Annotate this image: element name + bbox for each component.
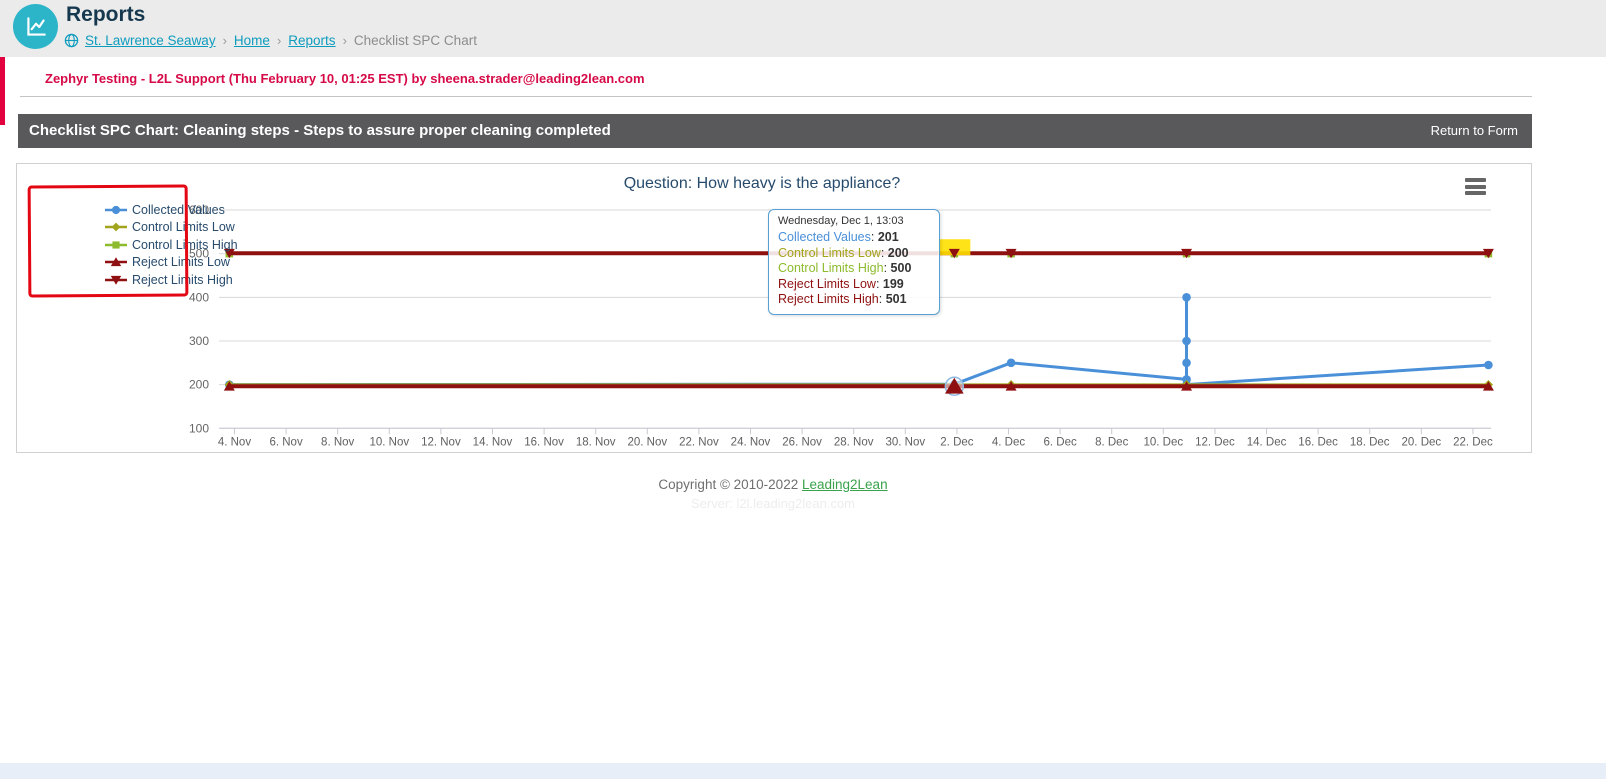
svg-text:22. Dec: 22. Dec — [1453, 436, 1493, 448]
tooltip-series-label: Control Limits High — [778, 261, 884, 275]
tooltip-series-value: 200 — [887, 245, 909, 260]
legend-item-reject-limits-high[interactable]: Reject Limits High — [105, 271, 238, 289]
legend-item-control-limits-high[interactable]: Control Limits High — [105, 236, 238, 254]
svg-text:16. Dec: 16. Dec — [1298, 436, 1338, 448]
chart-title: Question: How heavy is the appliance? — [623, 175, 901, 192]
hamburger-icon — [1465, 191, 1486, 195]
breadcrumb-separator: › — [222, 33, 227, 48]
breadcrumb-separator: › — [342, 33, 347, 48]
svg-text:100: 100 — [189, 421, 209, 435]
tooltip-series-label: Reject Limits Low — [778, 276, 876, 291]
svg-text:22. Nov: 22. Nov — [679, 436, 719, 448]
bottom-edge-strip — [0, 763, 1606, 779]
globe-icon — [64, 33, 79, 48]
svg-text:200: 200 — [189, 378, 209, 392]
breadcrumb-current: Checklist SPC Chart — [353, 33, 477, 48]
spc-chart-panel: 100 200 300 400 500 600 4. Nov 6. Nov 8. Nov 10. … — [16, 163, 1532, 453]
report-title-bar: Checklist SPC Chart: Cleaning steps - St… — [18, 114, 1532, 148]
hamburger-icon — [1465, 178, 1486, 182]
tooltip-series-label: Control Limits Low — [778, 245, 881, 260]
tooltip-series-value: 201 — [877, 230, 899, 244]
svg-text:12. Nov: 12. Nov — [421, 436, 461, 448]
return-to-form-button[interactable]: Return to Form — [1430, 123, 1518, 138]
tooltip-date: Wednesday, Dec 1, 13:03 — [778, 215, 904, 227]
tooltip-row: Collected Values: 201 — [778, 230, 899, 244]
svg-text:14. Nov: 14. Nov — [473, 436, 513, 448]
breadcrumb: St. Lawrence Seaway › Home › Reports › C… — [64, 33, 477, 48]
svg-text:20. Dec: 20. Dec — [1402, 436, 1442, 448]
control-limits-high-marker-icon — [105, 241, 127, 249]
copyright-text: Copyright © 2010-2022 — [658, 477, 799, 492]
series-reject-limits-low — [223, 376, 1494, 397]
footer: Copyright © 2010-2022 Leading2Lean Serve… — [16, 477, 1530, 511]
legend-item-control-limits-low[interactable]: Control Limits Low — [105, 219, 238, 237]
server-info: Server: l2l.leading2lean.com — [690, 496, 856, 511]
chart-export-menu-button[interactable] — [1465, 178, 1486, 198]
chart-legend: Collected Values Control Limits Low Contro… — [105, 201, 238, 289]
svg-text:6. Nov: 6. Nov — [269, 436, 302, 448]
divider — [20, 96, 1532, 97]
reports-chart-icon — [13, 4, 58, 49]
tooltip-row: Reject Limits Low: 199 — [778, 276, 904, 291]
svg-text:500: 500 — [189, 247, 209, 261]
svg-text:8. Dec: 8. Dec — [1095, 436, 1128, 448]
chart-tooltip: Wednesday, Dec 1, 13:03 Collected Values… — [768, 209, 940, 315]
series-reject-limits-high — [223, 239, 1494, 259]
svg-text:300: 300 — [189, 334, 209, 348]
legend-label: Reject Limits High — [132, 272, 233, 287]
tooltip-series-label: Reject Limits High — [778, 292, 879, 306]
svg-text:26. Nov: 26. Nov — [782, 436, 822, 448]
svg-text:16. Nov: 16. Nov — [524, 436, 564, 448]
tooltip-row: Reject Limits High: 501 — [778, 292, 907, 306]
svg-text:10. Dec: 10. Dec — [1144, 436, 1184, 448]
svg-text:2. Dec: 2. Dec — [940, 436, 973, 448]
svg-text:30. Nov: 30. Nov — [885, 436, 925, 448]
reject-limits-low-marker-icon — [105, 257, 127, 267]
report-title: Checklist SPC Chart: Cleaning steps - St… — [29, 122, 611, 139]
svg-text:24. Nov: 24. Nov — [731, 436, 771, 448]
legend-label: Collected Values — [132, 202, 225, 217]
svg-text:12. Dec: 12. Dec — [1195, 436, 1235, 448]
svg-text:4. Dec: 4. Dec — [992, 436, 1025, 448]
control-limits-low-marker-icon — [105, 222, 127, 232]
legend-label: Control Limits High — [132, 237, 238, 252]
tooltip-row: Control Limits Low: 200 — [778, 245, 909, 260]
svg-text:600: 600 — [189, 203, 209, 217]
svg-text:10. Nov: 10. Nov — [369, 436, 409, 448]
breadcrumb-home-link[interactable]: Home — [233, 33, 270, 48]
tooltip-series-value: 501 — [885, 292, 907, 306]
tooltip-series-value: 500 — [890, 261, 912, 275]
page-title: Reports — [66, 3, 146, 26]
collected-values-marker-icon — [105, 205, 127, 214]
tooltip-row: Control Limits High: 500 — [778, 261, 912, 275]
legend-item-reject-limits-low[interactable]: Reject Limits Low — [105, 254, 238, 272]
svg-text:400: 400 — [189, 290, 209, 304]
legend-item-collected-values[interactable]: Collected Values — [105, 201, 238, 219]
app-header: Reports St. Lawrence Seaway › Home › Rep… — [0, 0, 1606, 57]
svg-text:14. Dec: 14. Dec — [1247, 436, 1287, 448]
tooltip-series-label: Collected Values — [778, 230, 871, 244]
svg-text:8. Nov: 8. Nov — [321, 436, 354, 448]
breadcrumb-separator: › — [276, 33, 282, 48]
x-axis: 4. Nov 6. Nov 8. Nov 10. Nov 12. Nov 14. Nov 1… — [218, 427, 1493, 448]
svg-text:6. Dec: 6. Dec — [1043, 436, 1076, 448]
svg-text:20. Nov: 20. Nov — [627, 436, 667, 448]
hamburger-icon — [1465, 184, 1486, 189]
tooltip-series-value: 199 — [882, 276, 904, 291]
breadcrumb-site-link[interactable]: St. Lawrence Seaway — [85, 33, 216, 48]
reject-limits-high-marker-icon — [105, 275, 127, 285]
alert-accent-bar — [0, 57, 5, 125]
legend-label: Reject Limits Low — [132, 255, 230, 270]
svg-text:4. Nov: 4. Nov — [218, 436, 251, 448]
breadcrumb-reports-link[interactable]: Reports — [288, 33, 336, 48]
hover-highlight — [938, 239, 971, 256]
alert-banner: Zephyr Testing - L2L Support (Thu Februa… — [45, 71, 645, 86]
svg-text:18. Nov: 18. Nov — [576, 436, 616, 448]
legend-label: Control Limits Low — [132, 220, 235, 235]
leading2lean-link[interactable]: Leading2Lean — [801, 477, 888, 492]
svg-text:28. Nov: 28. Nov — [834, 436, 874, 448]
svg-text:18. Dec: 18. Dec — [1350, 436, 1390, 448]
